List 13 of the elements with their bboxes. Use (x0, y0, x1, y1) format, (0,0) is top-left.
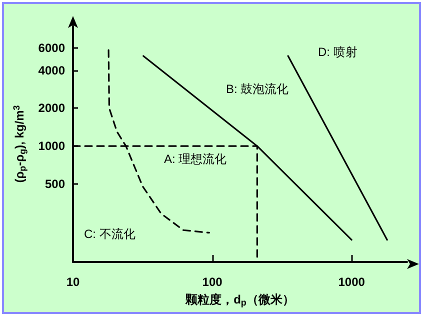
y-tick-label: 500 (44, 176, 66, 191)
y-tick-label: 4000 (38, 63, 66, 78)
annotation: B: 鼓泡流化 (226, 82, 289, 96)
x-tick-label: 100 (202, 275, 223, 289)
x-tick-label: 1000 (338, 275, 366, 289)
annotation: A: 理想流化 (164, 152, 227, 166)
annotation: D: 喷射 (318, 45, 358, 59)
y-tick-label: 2000 (38, 101, 66, 116)
x-tick-label: 10 (66, 275, 80, 289)
annotation: C: 不流化 (84, 227, 136, 241)
y-tick-label: 6000 (38, 41, 66, 56)
y-tick-label: 1000 (38, 139, 66, 154)
y-axis-title: (ρp-ρg), kg/m3 (12, 105, 28, 183)
